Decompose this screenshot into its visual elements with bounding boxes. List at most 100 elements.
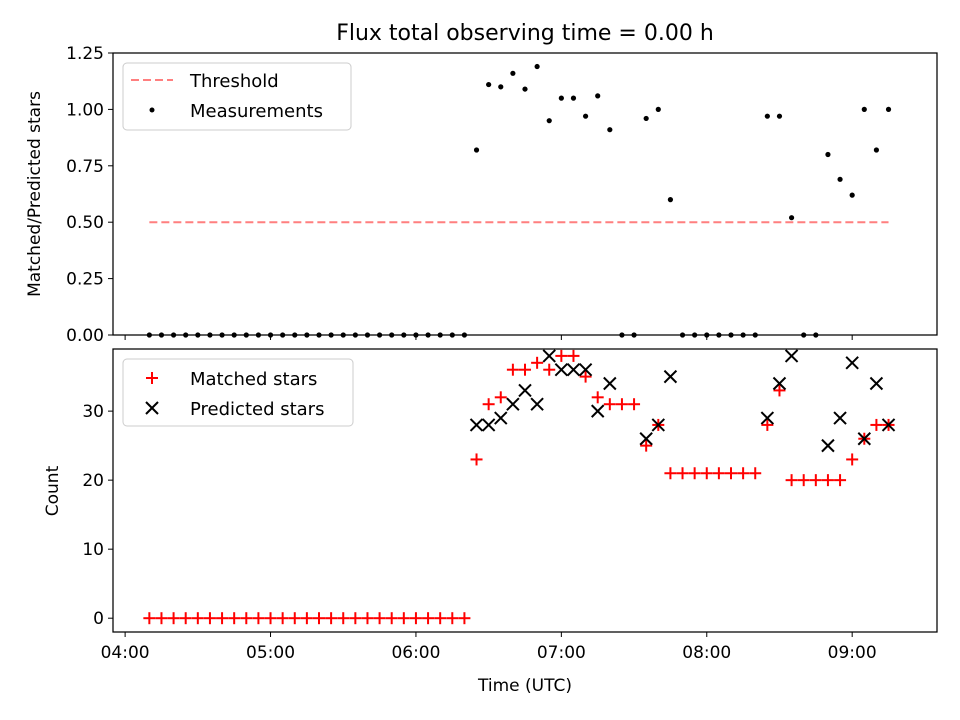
chart-title: Flux total observing time = 0.00 h <box>336 21 714 46</box>
measurement-point <box>534 63 540 70</box>
legend-matched-label: Matched stars <box>190 369 317 390</box>
matched-star-point <box>773 384 786 397</box>
matched-star-point <box>821 474 834 487</box>
matched-star-point <box>531 356 544 369</box>
measurement-point <box>582 113 589 119</box>
measurement-point <box>885 106 892 112</box>
predicted-star-stroke <box>469 418 484 432</box>
bottom-x-tick-label: 07:00 <box>537 643 586 663</box>
measurement-point <box>546 118 552 124</box>
top-y-tick-label: 1.00 <box>66 100 104 120</box>
matched-star-point <box>688 467 701 480</box>
matched-star-point <box>785 474 798 487</box>
bottom-legend-box <box>122 358 354 427</box>
matched-star-point <box>870 418 883 431</box>
predicted-star-stroke <box>869 376 884 391</box>
predicted-star-stroke <box>530 397 544 411</box>
matched-star-point <box>712 467 725 480</box>
predicted-star-point <box>663 369 678 384</box>
predicted-star-point <box>784 349 799 363</box>
matched-star-point <box>603 398 616 411</box>
bottom-x-tick-label: 06:00 <box>391 643 440 663</box>
matched-star-point <box>628 398 641 411</box>
legend-predicted-label: Predicted stars <box>190 399 324 420</box>
measurement-point <box>486 81 492 88</box>
top-y-tick-label: 0.00 <box>66 326 104 346</box>
predicted-star-point <box>651 418 666 432</box>
predicted-star-stroke <box>603 376 617 391</box>
predicted-star-stroke <box>651 418 666 432</box>
predicted-star-point <box>590 404 605 418</box>
predicted-star-stroke <box>784 349 799 363</box>
top-legend: Threshold Measurements <box>122 62 352 131</box>
predicted-star-point <box>530 397 544 411</box>
matched-star-point <box>434 612 447 625</box>
measurement-point <box>873 147 880 153</box>
predicted-star-stroke <box>857 432 872 446</box>
measurement-point <box>825 151 831 158</box>
predicted-star-stroke <box>663 369 678 384</box>
top-y-tick-label: 0.25 <box>66 270 104 290</box>
matched-star-point <box>470 453 483 466</box>
predicted-star-point <box>578 363 593 377</box>
measurement-point <box>510 70 516 76</box>
matched-star-point <box>228 612 241 625</box>
bottom-axes-frame <box>112 348 938 633</box>
matched-star-point <box>240 612 253 625</box>
bottom-y-axis-label: Count <box>43 465 63 516</box>
predicted-star-point <box>833 411 847 425</box>
matched-star-point <box>179 612 192 625</box>
predicted-star-point <box>469 418 484 432</box>
legend-measurements-swatch <box>149 107 155 113</box>
bottom-x-tick-label: 05:00 <box>246 643 295 663</box>
matched-star-point <box>591 391 604 404</box>
matched-star-point <box>846 453 859 466</box>
predicted-star-stroke <box>639 432 653 446</box>
matched-star-point <box>482 398 495 411</box>
predicted-star-stroke <box>481 418 496 432</box>
top-y-tick-label: 0.50 <box>66 213 104 233</box>
predicted-star-stroke <box>845 356 859 370</box>
top-y-tick-label: 1.25 <box>66 44 104 64</box>
predicted-star-stroke <box>590 404 605 418</box>
matched-star-point <box>167 612 180 625</box>
top-y-axis-label: Matched/Predicted stars <box>25 91 45 297</box>
measurement-point <box>776 113 783 119</box>
bottom-y-tick-label: 20 <box>82 471 104 491</box>
predicted-star-point <box>857 432 872 446</box>
measurement-point <box>861 106 867 112</box>
measurement-point <box>595 93 601 99</box>
predicted-star-stroke <box>518 383 532 398</box>
matched-star-point <box>664 467 677 480</box>
measurement-point <box>788 215 795 221</box>
matched-star-point <box>615 398 628 411</box>
legend-threshold-label: Threshold <box>189 71 279 92</box>
matched-star-point <box>252 612 265 625</box>
matched-star-point <box>143 612 156 625</box>
matched-star-point <box>422 612 435 625</box>
bottom-x-tick-label: 09:00 <box>828 643 877 663</box>
predicted-star-point <box>481 418 496 432</box>
matched-star-point <box>385 612 398 625</box>
matched-star-point <box>373 612 386 625</box>
matched-star-point <box>155 612 168 625</box>
matched-star-point <box>640 439 653 452</box>
measurement-point <box>498 84 504 90</box>
bottom-x-tick-label: 08:00 <box>682 643 731 663</box>
predicted-star-stroke <box>833 411 847 425</box>
matched-star-point <box>579 370 592 383</box>
predicted-star-point <box>869 376 884 391</box>
matched-star-point <box>337 612 350 625</box>
predicted-star-point <box>494 411 508 425</box>
matched-star-point <box>519 363 531 376</box>
matched-star-point <box>264 612 277 625</box>
bottom-y-tick-label: 30 <box>82 402 104 422</box>
x-axis-label: Time (UTC) <box>477 676 572 696</box>
predicted-star-point <box>881 418 896 432</box>
measurement-point <box>764 113 770 119</box>
measurement-point <box>643 115 649 122</box>
matched-star-point <box>203 612 216 625</box>
measurement-point <box>473 147 480 153</box>
matched-star-point <box>809 474 822 487</box>
